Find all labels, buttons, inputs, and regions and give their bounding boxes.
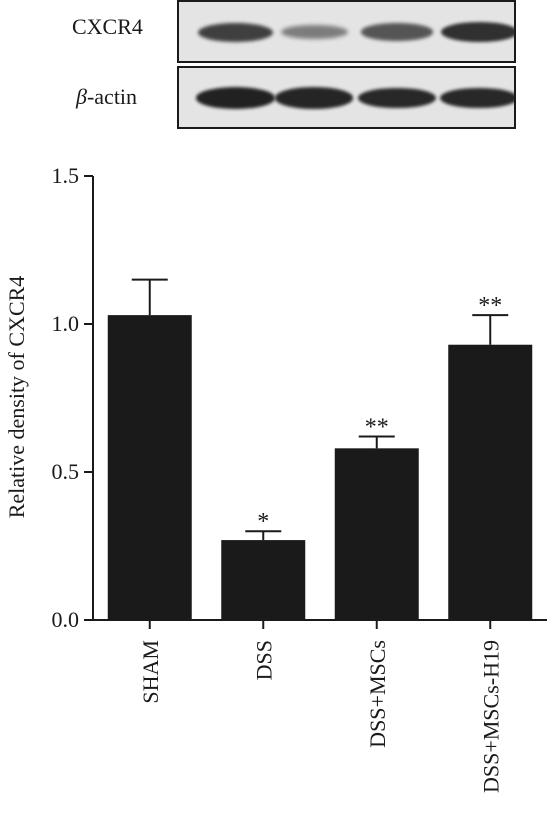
blot-panel-cxcr4 — [177, 0, 516, 63]
y-tick-label-3: 1.5 — [52, 163, 80, 188]
beta-actin-band-2 — [274, 87, 354, 109]
significance-marker-2: * — [257, 509, 269, 535]
cxcr4-band-2 — [280, 24, 348, 40]
cxcr4-band-4 — [440, 21, 514, 43]
x-tick-label-2: DSS — [251, 640, 276, 680]
blot-label-cxcr4: CXCR4 — [72, 14, 143, 39]
y-tick-label-1: 0.5 — [52, 459, 80, 484]
cxcr4-band-3 — [361, 23, 433, 41]
beta-actin-band-1 — [195, 87, 275, 109]
beta-symbol: β — [76, 84, 87, 109]
significance-marker-4: ** — [478, 293, 502, 319]
bar-4 — [448, 344, 533, 620]
y-tick-label-2: 1.0 — [52, 311, 80, 336]
x-tick-label-3: DSS+MSCs — [365, 640, 390, 748]
x-tick-label-4: DSS+MSCs-H19 — [478, 640, 503, 793]
cxcr4-band-1 — [197, 22, 273, 42]
bar-1 — [107, 315, 192, 620]
y-tick-label-0: 0.0 — [52, 607, 80, 632]
blot-label-beta-actin: β-actin — [76, 86, 137, 108]
actin-label: -actin — [86, 84, 138, 109]
beta-actin-band-3 — [358, 87, 436, 109]
x-tick-label-1: SHAM — [138, 640, 163, 704]
blot-panel-beta-actin — [177, 66, 516, 129]
y-axis-label: Relative density of CXCR4 — [4, 276, 29, 519]
bar-3 — [334, 448, 419, 620]
beta-actin-band-4 — [440, 87, 514, 109]
bar-2 — [221, 540, 306, 620]
significance-marker-3: ** — [365, 414, 389, 440]
